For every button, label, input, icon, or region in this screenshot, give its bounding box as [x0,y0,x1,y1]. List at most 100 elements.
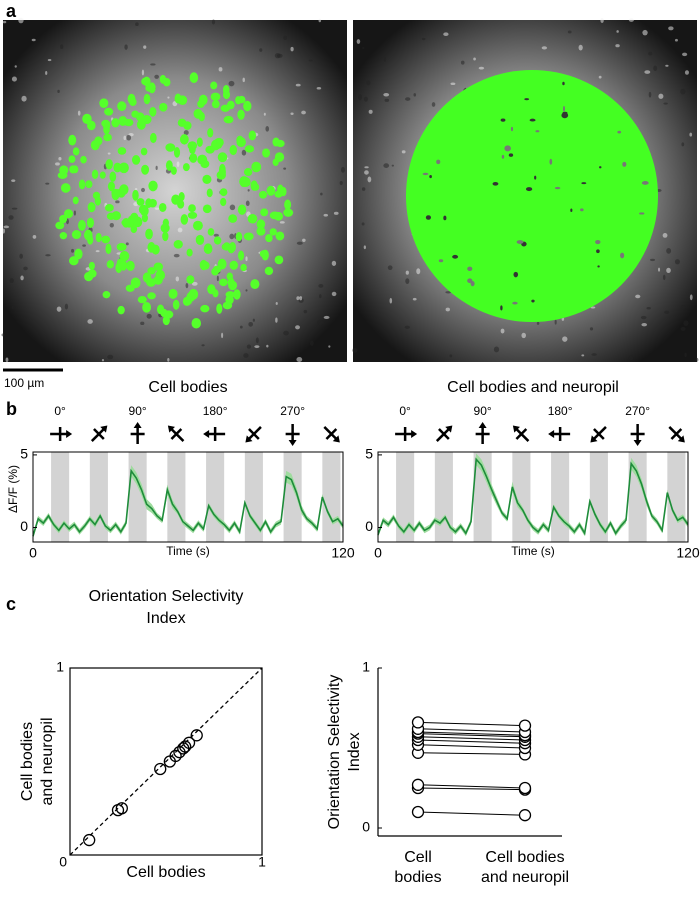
cell-roi [191,318,202,329]
cell-roi [155,269,166,281]
cell-roi [91,169,99,179]
cell-roi [137,295,147,304]
speck [648,91,652,98]
y-tick-label: 0 [20,518,28,534]
cell-roi [274,190,283,198]
cell-roi [177,95,188,106]
speck [662,233,668,238]
speck [683,320,689,327]
cell-roi [83,229,93,241]
direction-icon [475,422,490,444]
speck [134,187,138,191]
direction-head [203,430,210,438]
speck [9,278,14,284]
cell-roi [149,107,157,117]
speck [680,305,686,311]
speck [107,152,111,155]
speck [175,276,180,282]
speck [317,319,323,326]
speck [416,268,421,275]
x-tick-label: 0 [374,545,382,561]
panel-label: b [6,399,17,419]
excluded-speck [500,118,506,122]
cell-roi [229,260,239,270]
cell-roi [250,180,258,191]
stimulus-period [628,452,647,542]
cell-roi [153,262,164,272]
speck [567,30,572,34]
x-tick-label: 1 [258,854,266,870]
cell-roi [250,279,260,290]
cell-roi [200,159,210,169]
speck [303,309,308,314]
speck [323,213,329,217]
speck [340,166,345,173]
excluded-speck [425,215,432,220]
direction-icon [245,426,262,443]
cell-roi [94,196,101,206]
cell-roi [207,228,215,236]
stimulus-period [667,452,686,542]
speck [450,82,456,86]
cell-roi [198,94,208,106]
speck [126,134,132,141]
chart-title: Cell bodies [148,379,227,396]
cell-roi [182,163,190,172]
cell-roi [160,223,170,233]
pair-line [417,733,526,738]
cell-roi [196,137,203,147]
cell-roi [104,107,114,116]
speck [245,289,248,292]
speck [473,57,476,61]
speck [95,250,100,253]
direction-icon [90,425,108,442]
speck [681,142,685,147]
speck [664,310,670,314]
speck [45,254,51,257]
speck [666,267,671,274]
speck [101,359,105,362]
direction-bar [515,428,528,440]
direction-head [512,425,520,433]
stimulus-label: 180° [203,404,228,418]
cell-roi [189,153,198,163]
speck [635,294,641,299]
speck [140,321,145,326]
cell-roi [156,304,165,315]
cell-roi [275,231,285,241]
speck [55,162,60,166]
cell-roi [186,275,195,284]
speck [299,296,303,301]
x-axis-label: Time (s) [511,544,555,558]
stimulus-period [51,452,70,542]
speck [283,330,289,336]
speck [367,176,372,183]
speck [64,303,69,310]
speck [478,66,485,70]
cell-roi [233,289,241,300]
speck [23,266,28,271]
speck [290,112,294,116]
speck [319,294,322,299]
speck [421,37,426,41]
y-axis-label: Orientation Selectivity [326,675,343,830]
speck [73,210,76,216]
point [190,729,203,742]
trace-line [377,457,689,536]
cell-roi [238,250,245,261]
speck [328,345,331,348]
speck [658,93,664,99]
excluded-speck [500,305,503,311]
excluded-speck [562,81,565,86]
pair-line [417,728,526,733]
excluded-speck [492,181,499,186]
cell-roi [173,147,181,158]
speck [641,323,648,327]
cell-roi [247,214,258,224]
cell-roi [227,100,235,110]
direction-icon [630,424,645,446]
direction-icon [285,424,300,446]
cell-roi [123,118,134,127]
cell-roi [145,228,153,240]
cell-roi [103,124,110,135]
